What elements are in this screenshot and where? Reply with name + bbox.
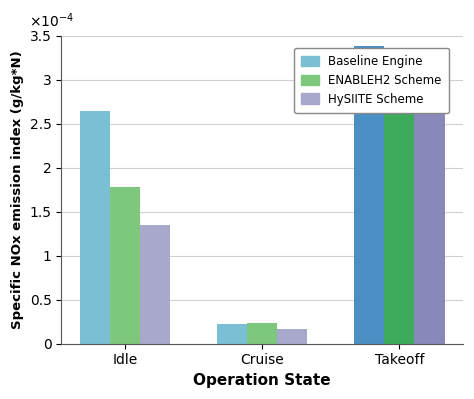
Text: $\times10^{-4}$: $\times10^{-4}$ — [29, 11, 74, 30]
Bar — [414, 83, 445, 344]
Y-axis label: Specific NOx emission index (g/kg*N): Specific NOx emission index (g/kg*N) — [11, 50, 24, 329]
Bar — [140, 225, 170, 344]
Legend: Baseline Engine, ENABLEH2 Scheme, HySIITE Scheme: Baseline Engine, ENABLEH2 Scheme, HySIIT… — [294, 48, 449, 113]
Bar — [354, 46, 384, 344]
Bar — [80, 111, 110, 344]
Bar — [247, 323, 277, 344]
X-axis label: Operation State: Operation State — [193, 373, 331, 388]
Bar — [384, 80, 414, 344]
Bar — [217, 324, 247, 344]
Bar — [277, 329, 308, 344]
Bar — [110, 187, 140, 344]
